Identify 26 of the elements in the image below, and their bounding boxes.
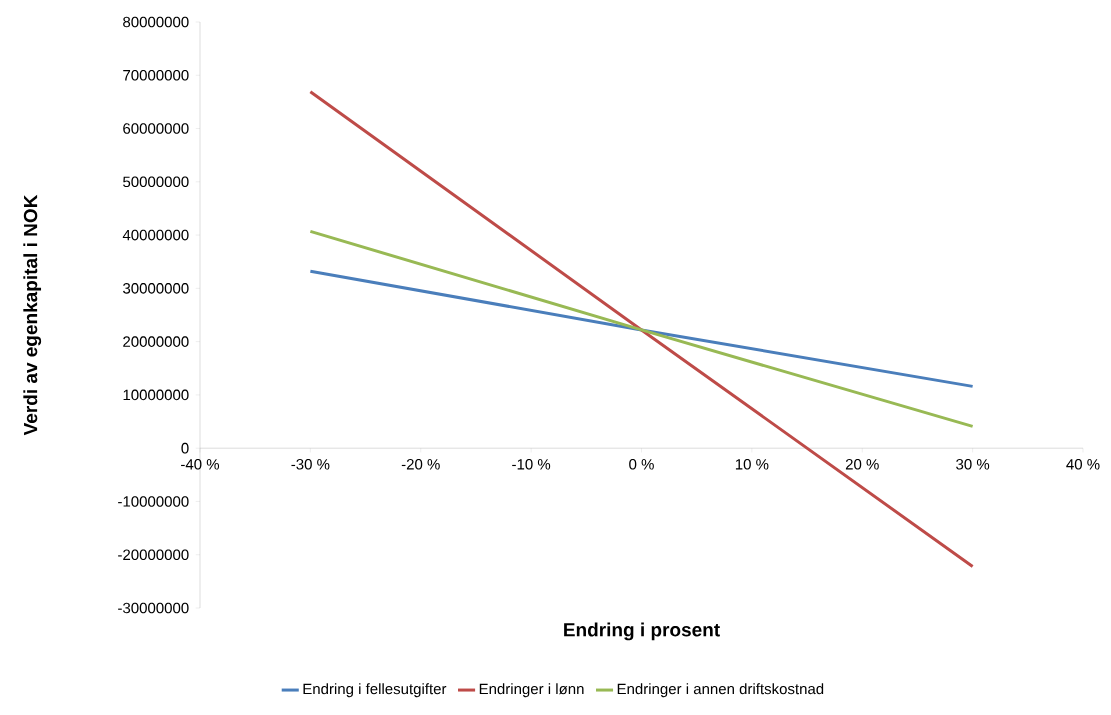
x-tick-label: 10 %: [735, 458, 769, 470]
x-tick-label: -40 %: [181, 458, 220, 470]
y-tick-label: 30000000: [123, 283, 189, 294]
x-tick-label: -30 %: [291, 458, 330, 470]
y-tick-label: 60000000: [123, 123, 189, 134]
x-tick-label: 30 %: [956, 458, 990, 470]
y-tick-label: -10000000: [118, 496, 189, 507]
legend-label: Endringer i annen driftskostnad: [617, 683, 824, 698]
y-tick-label: -20000000: [118, 549, 189, 561]
y-tick-label: 20000000: [123, 336, 189, 347]
y-tick-label: 0: [181, 442, 189, 454]
y-tick-label: 80000000: [123, 16, 189, 28]
y-tick-label: 70000000: [123, 69, 189, 81]
x-tick-label: 40 %: [1066, 458, 1100, 470]
y-tick-label: 10000000: [123, 389, 189, 401]
x-tick-label: -20 %: [401, 458, 440, 470]
legend-label: Endringer i lønn: [479, 683, 584, 698]
legend-label: Endring i fellesutgifter: [303, 683, 447, 698]
x-tick-label: 0 %: [629, 458, 654, 470]
x-axis-title: Endring i prosent: [564, 622, 720, 641]
y-tick-label: 50000000: [123, 176, 189, 188]
x-tick-label: -10 %: [512, 458, 551, 470]
y-tick-label: -30000000: [118, 602, 189, 614]
x-tick-label: 20 %: [845, 458, 879, 470]
y-tick-label: 40000000: [122, 229, 189, 241]
y-axis-title: Verdi av egenkapital i NOK: [23, 194, 42, 436]
